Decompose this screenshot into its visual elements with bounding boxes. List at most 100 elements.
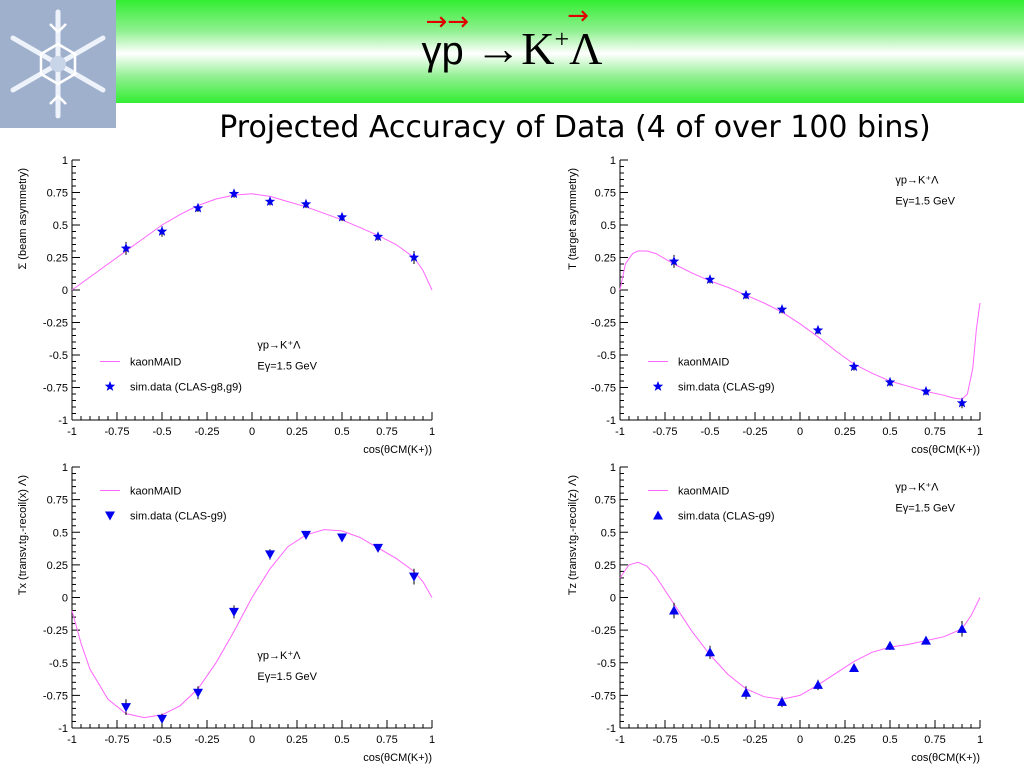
x-tick-label: -1 xyxy=(67,426,77,438)
y-tick-label: 0.75 xyxy=(47,495,68,507)
annotation-energy: Eγ=1.5 GeV xyxy=(257,671,317,683)
kaonmaid-curve xyxy=(619,561,981,700)
y-tick-label: 1 xyxy=(610,155,616,167)
x-tick-label: -0.5 xyxy=(701,426,720,438)
y-tick-label: -0.75 xyxy=(43,383,68,395)
x-axis-label: cos(θCM(K+)) xyxy=(911,444,980,456)
x-tick-label: -0.75 xyxy=(104,426,129,438)
x-tick-label: -0.5 xyxy=(153,734,172,746)
data-point xyxy=(192,202,204,213)
title-lambda: → Λ xyxy=(567,1,603,74)
x-tick-label: -1 xyxy=(67,734,77,746)
legend-marker-icon xyxy=(104,381,116,391)
y-tick-label: 1 xyxy=(62,462,68,474)
data-point xyxy=(120,242,132,253)
data-point xyxy=(884,376,896,387)
y-axis-label: Tz (transv.tg.-recoil(z) Λ) xyxy=(567,475,579,595)
x-tick-label: -0.5 xyxy=(153,426,172,438)
kaonmaid-curve xyxy=(71,193,433,291)
data-point xyxy=(336,211,348,222)
snowflake-image xyxy=(0,0,116,128)
y-tick-label: 0.5 xyxy=(53,220,68,232)
legend-entry-kaonmaid: kaonMAID xyxy=(678,485,729,497)
legend-marker-icon xyxy=(652,381,664,391)
y-axis-label: T (target asymmetry) xyxy=(567,168,579,270)
x-tick-label: 0.75 xyxy=(376,426,397,438)
y-tick-label: 0.5 xyxy=(601,527,616,539)
x-tick-label: 1 xyxy=(429,426,435,438)
x-tick-label: 0 xyxy=(249,734,255,746)
x-axis-label: cos(θCM(K+)) xyxy=(363,752,432,764)
annotation-reaction: γp→K⁺Λ xyxy=(257,340,301,352)
y-tick-label: 0.25 xyxy=(595,560,616,572)
y-tick-label: 0.75 xyxy=(595,495,616,507)
y-tick-label: 0 xyxy=(62,285,68,297)
x-tick-label: -0.25 xyxy=(742,426,767,438)
legend-entry-simdata: sim.data (CLAS-g9) xyxy=(678,382,775,394)
y-tick-label: -0.75 xyxy=(43,690,68,702)
data-point xyxy=(668,255,680,266)
y-tick-label: 1 xyxy=(610,462,616,474)
x-tick-label: 0.75 xyxy=(376,734,397,746)
legend-entry-simdata: sim.data (CLAS-g9) xyxy=(678,510,775,522)
y-tick-label: 0.25 xyxy=(47,560,68,572)
x-tick-label: -0.5 xyxy=(701,734,720,746)
x-tick-label: 0.5 xyxy=(882,426,897,438)
data-point xyxy=(813,679,823,689)
header-band xyxy=(116,0,1024,103)
x-tick-label: -0.75 xyxy=(652,734,677,746)
kaonmaid-curve xyxy=(619,250,981,400)
data-point xyxy=(408,252,420,262)
title-k: K+ xyxy=(521,23,570,74)
legend-entry-kaonmaid: kaonMAID xyxy=(678,357,729,369)
data-point xyxy=(193,688,203,698)
x-tick-label: 1 xyxy=(977,734,983,746)
data-point xyxy=(885,640,895,650)
y-tick-label: -0.5 xyxy=(49,658,68,670)
x-tick-label: 0 xyxy=(249,426,255,438)
x-tick-label: 0 xyxy=(797,426,803,438)
data-point xyxy=(337,533,347,543)
data-point xyxy=(265,550,275,560)
y-tick-label: -0.5 xyxy=(597,658,616,670)
kaonmaid-curve xyxy=(71,529,433,719)
x-tick-label: 0.25 xyxy=(286,426,307,438)
legend-entry-simdata: sim.data (CLAS-g8,g9) xyxy=(130,382,242,394)
x-tick-label: 1 xyxy=(429,734,435,746)
y-tick-label: 0.5 xyxy=(601,220,616,232)
data-point xyxy=(409,572,419,582)
y-tick-label: -0.5 xyxy=(597,350,616,362)
y-tick-label: -0.25 xyxy=(591,318,616,330)
x-tick-label: 0.5 xyxy=(334,734,349,746)
data-point xyxy=(812,324,824,335)
data-point xyxy=(372,231,384,242)
y-tick-label: -0.25 xyxy=(43,318,68,330)
annotation-energy: Eγ=1.5 GeV xyxy=(895,195,955,207)
data-point xyxy=(957,623,967,633)
x-tick-label: 0 xyxy=(797,734,803,746)
y-tick-label: -0.75 xyxy=(591,383,616,395)
legend-marker-icon xyxy=(105,511,115,521)
x-tick-label: 0.25 xyxy=(286,734,307,746)
x-tick-label: -1 xyxy=(615,734,625,746)
x-tick-label: -0.25 xyxy=(194,734,219,746)
legend-entry-kaonmaid: kaonMAID xyxy=(130,485,181,497)
x-tick-label: -0.75 xyxy=(104,734,129,746)
data-point xyxy=(373,543,383,553)
data-point xyxy=(705,647,715,657)
data-point xyxy=(301,530,311,540)
data-point xyxy=(776,304,788,314)
data-point xyxy=(777,696,787,706)
x-tick-label: 0.25 xyxy=(834,734,855,746)
y-tick-label: -0.5 xyxy=(49,350,68,362)
y-tick-label: 1 xyxy=(62,155,68,167)
x-tick-label: -0.75 xyxy=(652,426,677,438)
data-point xyxy=(849,662,859,672)
y-axis-label: Tx (transv.tg.-recoil(x) Λ) xyxy=(17,475,29,595)
data-point xyxy=(300,198,312,209)
y-tick-label: 0.25 xyxy=(595,253,616,265)
data-point xyxy=(229,607,239,617)
x-tick-label: 0.5 xyxy=(882,734,897,746)
y-tick-label: 0.75 xyxy=(595,188,616,200)
annotation-energy: Eγ=1.5 GeV xyxy=(257,361,317,373)
